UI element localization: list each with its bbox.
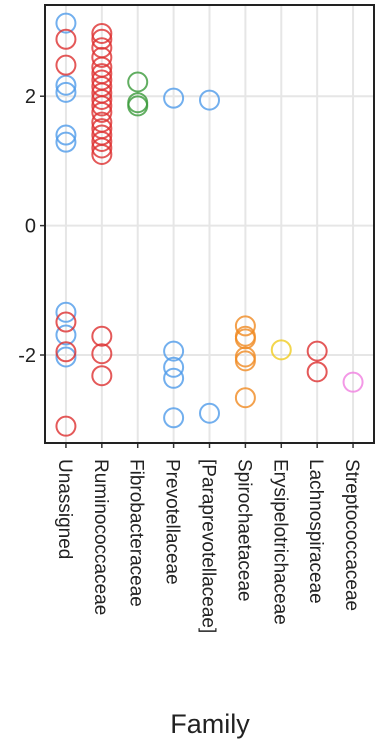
x-tick-label: Streptococcaceae [341, 459, 362, 611]
x-tick-label: Lachnospiraceae [305, 459, 326, 604]
point [55, 301, 77, 323]
point [55, 346, 77, 368]
point [270, 339, 292, 361]
point [306, 340, 328, 362]
x-tick-label: Ruminococcaceae [90, 459, 111, 615]
point [163, 340, 185, 362]
x-tick-label: Fibrobacteraceae [126, 459, 147, 607]
point [91, 22, 113, 44]
y-tick-label: 0 [25, 216, 36, 238]
point [163, 87, 185, 109]
point [234, 350, 256, 372]
point [91, 101, 113, 123]
point [163, 356, 185, 378]
point [55, 415, 77, 437]
point [234, 387, 256, 409]
x-tick-label: Prevotellaceae [162, 459, 183, 585]
point [163, 367, 185, 389]
point [55, 28, 77, 50]
x-tick-label: Unassigned [54, 459, 75, 559]
point [91, 365, 113, 387]
point [342, 371, 364, 393]
x-axis-title: Family [170, 709, 250, 739]
point [55, 81, 77, 103]
point [55, 12, 77, 34]
point [55, 311, 77, 333]
point [163, 407, 185, 429]
point [91, 325, 113, 347]
point [55, 324, 77, 346]
point [127, 95, 149, 117]
x-tick-label: Spirochaetaceae [233, 459, 254, 602]
point [55, 341, 77, 363]
point [55, 74, 77, 96]
point [91, 46, 113, 68]
y-tick-label: -2 [18, 345, 36, 367]
point [55, 124, 77, 146]
point [199, 402, 220, 424]
point [91, 143, 113, 165]
point [234, 315, 256, 337]
panel-border [44, 4, 375, 444]
point [127, 71, 149, 93]
point [91, 131, 113, 153]
x-tick-label: Erysipelotrichaceae [269, 459, 290, 625]
x-tick-label: [Paraprevotellaceae] [198, 459, 219, 633]
y-tick-label: 2 [25, 86, 36, 108]
point [91, 88, 113, 110]
point [199, 89, 220, 111]
point [91, 137, 113, 159]
point [306, 361, 328, 383]
point [55, 131, 77, 153]
point [91, 343, 113, 365]
point [91, 95, 113, 117]
point [55, 54, 77, 76]
